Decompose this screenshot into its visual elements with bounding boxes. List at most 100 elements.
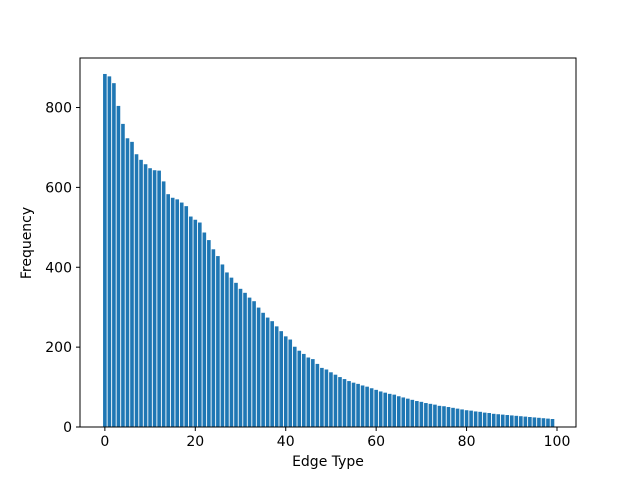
bar [188, 216, 193, 427]
bars-group [103, 73, 555, 428]
bar [292, 346, 297, 427]
bar [324, 369, 329, 427]
bar [550, 419, 555, 427]
bar [478, 411, 482, 427]
bar [455, 408, 460, 427]
bar [216, 256, 220, 427]
bar [161, 181, 166, 427]
bar [297, 350, 302, 427]
bar [401, 397, 406, 427]
bar [157, 170, 161, 427]
x-axis-label: Edge Type [292, 454, 364, 470]
bar [500, 414, 505, 427]
bar [514, 415, 519, 427]
bar [451, 407, 455, 427]
y-tick-label: 800 [45, 101, 72, 117]
bar [505, 415, 510, 427]
bar [225, 272, 229, 427]
bar [509, 415, 514, 427]
bar [446, 407, 451, 427]
x-tick-label: 60 [367, 434, 385, 450]
bar [392, 394, 397, 427]
bar [523, 416, 528, 427]
bar [103, 73, 107, 427]
bar [419, 401, 424, 427]
bar [302, 353, 306, 427]
bar [491, 413, 496, 427]
bar [238, 288, 243, 427]
bar [541, 418, 546, 427]
bar [143, 164, 148, 428]
bar [274, 326, 279, 427]
bar [333, 374, 338, 427]
bar [252, 301, 256, 427]
bar [433, 404, 437, 427]
x-tick-label: 20 [186, 434, 204, 450]
bar [360, 385, 365, 427]
bar [338, 377, 342, 427]
bar [130, 141, 134, 428]
bar [320, 367, 324, 427]
bar [265, 317, 270, 427]
x-tick-label: 40 [277, 434, 295, 450]
bar [356, 383, 360, 427]
y-tick-label: 200 [45, 340, 72, 356]
bar [387, 393, 392, 427]
bar [107, 76, 112, 428]
bar [311, 359, 315, 427]
bar [170, 197, 175, 427]
bar [374, 389, 378, 427]
bar [270, 321, 274, 427]
bar [537, 417, 541, 427]
bar [519, 416, 523, 427]
bar [202, 232, 207, 427]
bar [125, 138, 130, 427]
bar [175, 199, 180, 427]
bar [148, 168, 152, 427]
y-axis-label: Frequency [19, 207, 35, 279]
bar [279, 331, 284, 427]
y-tick-label: 400 [45, 260, 72, 276]
bar [234, 282, 238, 427]
bar [383, 392, 388, 427]
bar [378, 391, 383, 427]
bar [460, 409, 464, 427]
x-tick-label: 0 [100, 434, 109, 450]
bar [283, 336, 288, 427]
bar [261, 312, 265, 427]
bar [482, 412, 487, 427]
bar [428, 403, 433, 427]
bar [198, 222, 202, 427]
bar [193, 219, 198, 427]
bar [532, 417, 537, 427]
bar [342, 379, 347, 427]
bar [121, 123, 125, 427]
bar [546, 418, 550, 427]
axes-group: 0 20 40 60 80 100 0 200 400 600 800 [45, 57, 577, 450]
bar [134, 154, 139, 428]
bar [306, 357, 311, 427]
bar [166, 194, 170, 427]
bar [405, 398, 410, 427]
bar [220, 264, 225, 427]
bar [139, 159, 143, 427]
bar [229, 277, 234, 427]
bar [437, 405, 442, 427]
bar [329, 372, 333, 427]
bar [315, 363, 320, 427]
x-tick-label: 100 [544, 434, 571, 450]
axes-box [79, 57, 577, 428]
y-tick-label: 0 [63, 420, 72, 436]
bar [464, 410, 469, 427]
bar [415, 401, 419, 427]
bar [112, 83, 116, 427]
bar [152, 170, 157, 427]
bar [365, 386, 369, 427]
bar [116, 105, 121, 428]
bar [207, 240, 211, 427]
y-tick-label: 600 [45, 180, 72, 196]
bar [179, 202, 184, 427]
bar [528, 417, 532, 427]
